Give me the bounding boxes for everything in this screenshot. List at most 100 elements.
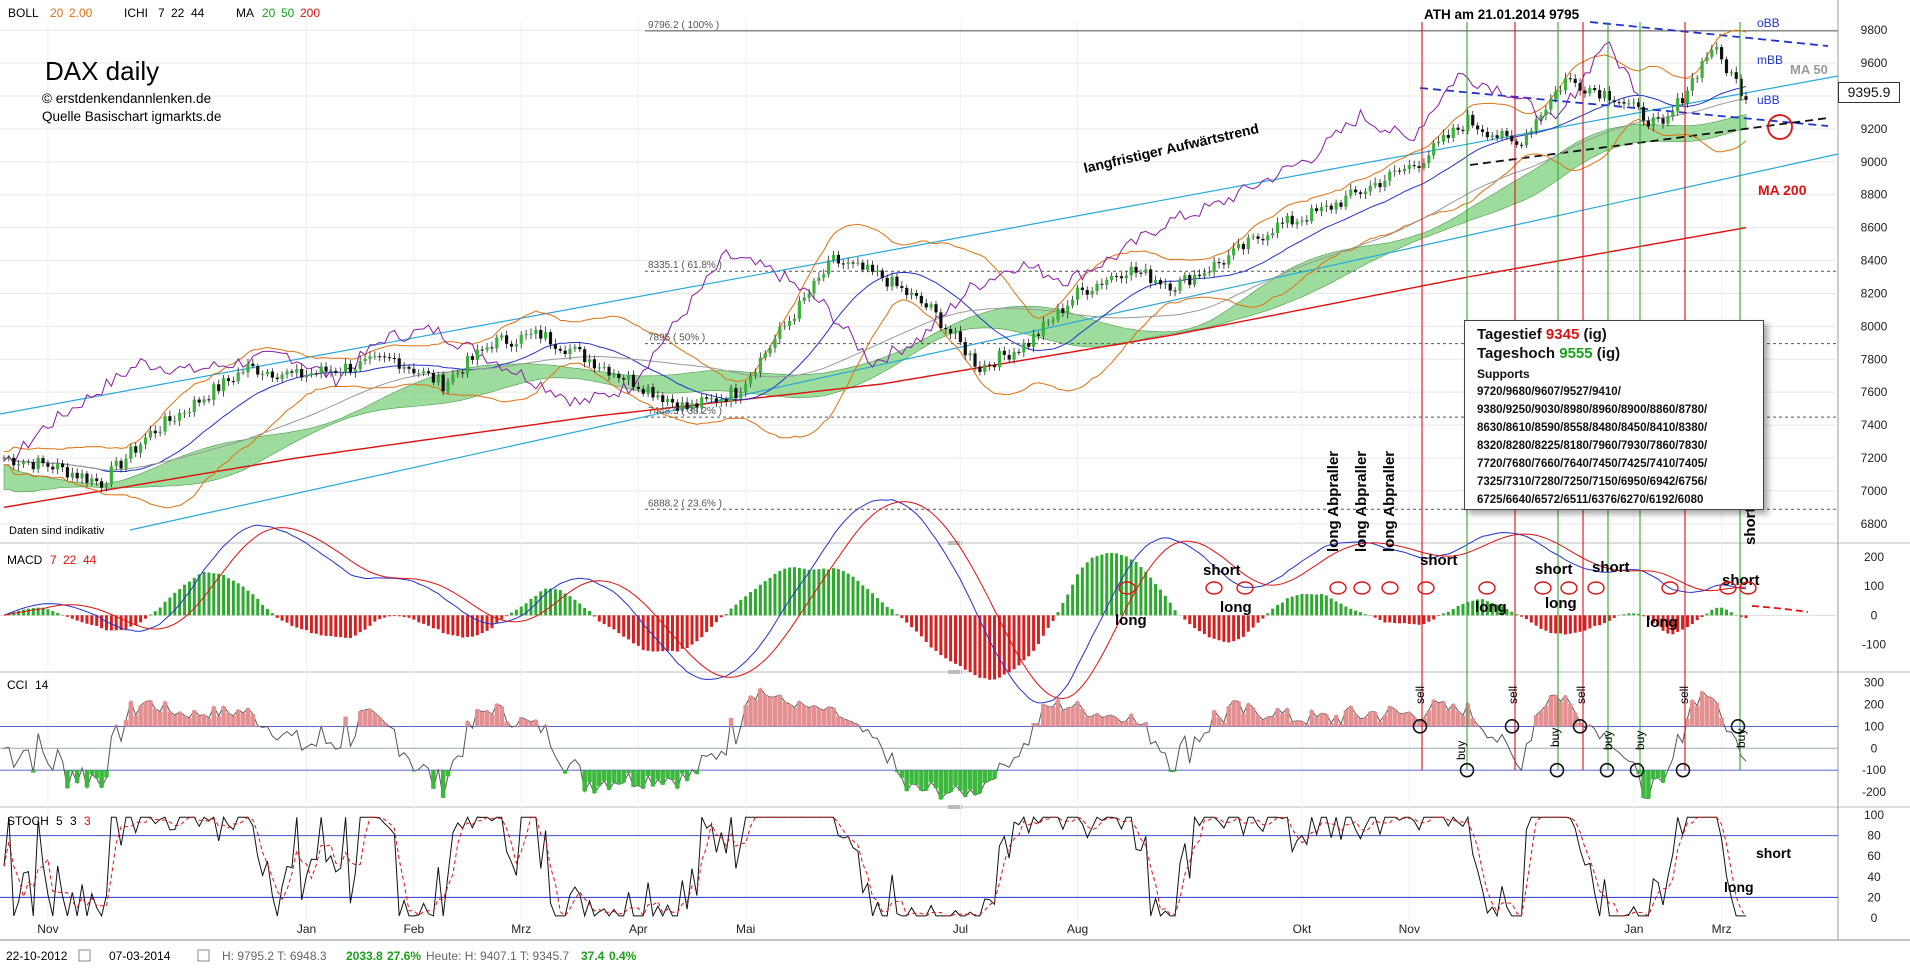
macd-histogram-bar: [1173, 610, 1177, 616]
candle-body: [914, 293, 919, 296]
cci-tick-label: 300: [1864, 676, 1884, 690]
candle-body: [51, 466, 55, 470]
macd-histogram-bar: [612, 615, 616, 630]
macd-histogram-bar: [1695, 615, 1699, 621]
y-tick-label: 7600: [1861, 385, 1888, 399]
y-tick-label: 9600: [1861, 56, 1888, 70]
macd-histogram-bar: [890, 609, 894, 616]
panel-splitter[interactable]: [948, 541, 962, 545]
candle-body: [744, 383, 748, 392]
cci-signal-label: sell: [1413, 686, 1427, 704]
cci-tick-label: 100: [1864, 719, 1884, 733]
macd-histogram-bar: [270, 613, 274, 616]
candle-body: [1090, 291, 1094, 295]
y-tick-label: 7000: [1861, 484, 1888, 498]
macd-histogram-bar: [1524, 615, 1528, 620]
macd-histogram-bar: [832, 568, 836, 616]
candle-body: [343, 363, 348, 373]
cci-signal-marker: [1730, 719, 1746, 734]
macd-signal-marker: [1236, 581, 1254, 595]
candle-body: [1588, 87, 1592, 94]
calendar-icon[interactable]: [197, 949, 210, 962]
candle-body: [17, 464, 21, 466]
candle-body: [626, 374, 631, 380]
candle-body: [139, 444, 143, 453]
x-tick-label: Feb: [404, 922, 425, 936]
macd-histogram-bar: [1032, 615, 1036, 651]
candle-body: [168, 416, 172, 421]
macd-histogram-bar: [583, 607, 587, 616]
range-change-pct: 27.6%: [387, 949, 421, 963]
candle-body: [256, 366, 260, 375]
macd-histogram-bar: [441, 615, 445, 634]
cci-panel: [0, 687, 1838, 801]
trend-channel-lower: [129, 153, 1839, 531]
macd-histogram-bar: [1407, 615, 1411, 624]
panel-splitter[interactable]: [948, 670, 962, 674]
candle-body: [1002, 350, 1006, 355]
candle-body: [1656, 117, 1660, 119]
candle-body: [890, 276, 894, 287]
macd-histogram-bar: [1085, 562, 1089, 616]
candle-body: [812, 280, 816, 294]
candle-body: [661, 395, 665, 403]
macd-histogram-bar: [80, 615, 84, 623]
candle-body: [875, 270, 880, 272]
candle-body: [685, 402, 689, 410]
candle-body: [495, 337, 499, 349]
candle-body: [1193, 274, 1197, 285]
macd-histogram-bar: [1129, 559, 1133, 616]
candle-body: [1236, 244, 1241, 249]
candle-body: [1241, 244, 1246, 250]
stoch-k-line: [3, 815, 1746, 918]
macd-histogram-bar: [246, 590, 250, 616]
candle-body: [1544, 109, 1548, 116]
macd-histogram-bar: [1007, 615, 1011, 673]
candle-body: [173, 420, 177, 422]
candle-body: [148, 430, 152, 438]
calendar-icon[interactable]: [78, 949, 91, 962]
macd-histogram-bar: [222, 574, 226, 616]
panel-splitter[interactable]: [948, 805, 962, 809]
candle-body: [1036, 334, 1041, 336]
macd-histogram-bar: [1349, 608, 1353, 616]
y-tick-label: 8400: [1861, 254, 1888, 268]
candle-body: [1319, 206, 1324, 212]
macd-histogram-bar: [1539, 615, 1543, 629]
candle-body: [963, 342, 967, 356]
y-tick-label: 8800: [1861, 188, 1888, 202]
candle-body: [1563, 78, 1568, 91]
macd-histogram-bar: [880, 602, 884, 616]
macd-histogram-bar: [129, 615, 133, 627]
macd-histogram-bar: [646, 615, 650, 651]
stoch-signal-label: short: [1756, 845, 1791, 861]
candle-body: [544, 332, 548, 339]
candle-body: [1246, 237, 1250, 250]
candle-body: [866, 264, 870, 270]
macd-histogram-bar: [470, 615, 474, 637]
today-change-abs: 37.4: [581, 949, 605, 963]
macd-histogram-bar: [846, 573, 850, 616]
candle-body: [900, 286, 904, 288]
ma-param: 200: [300, 6, 320, 20]
candle-body: [119, 460, 123, 469]
candle-body: [558, 348, 562, 351]
today-change-pct: 0.4%: [609, 949, 637, 963]
candle-body: [1251, 236, 1255, 238]
macd-histogram-bar: [749, 591, 753, 616]
candle-body: [178, 412, 182, 421]
macd-histogram-bar: [861, 585, 865, 616]
candle-body: [607, 366, 611, 376]
macd-histogram-bar: [1637, 613, 1641, 616]
candle-body: [1471, 114, 1475, 126]
ma200-line: [3, 226, 1747, 508]
candle-body: [636, 386, 640, 389]
macd-histogram-bar: [70, 615, 74, 619]
candle-body: [1305, 220, 1309, 222]
candle-body: [983, 364, 987, 372]
macd-histogram-bar: [1290, 596, 1294, 616]
candle-body: [383, 356, 387, 358]
macd-histogram-bar: [363, 615, 367, 630]
candle-body: [1734, 72, 1738, 79]
macd-histogram-bar: [1607, 615, 1611, 621]
